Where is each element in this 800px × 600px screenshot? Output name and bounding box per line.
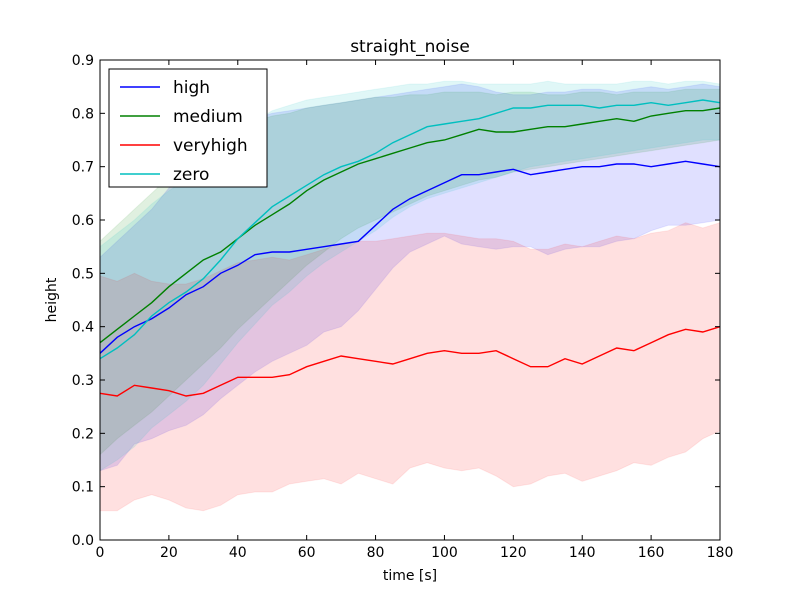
y-tick-label: 0.3 xyxy=(72,373,94,389)
x-axis-ticks: 0 20 40 60 80 100 120 140 160 180 xyxy=(96,60,734,561)
y-axis-ticks: 0.0 0.1 0.2 0.3 0.4 0.5 0.6 0.7 0.8 0.9 xyxy=(72,53,720,549)
y-tick-label: 0.6 xyxy=(72,213,94,229)
y-tick-label: 0.7 xyxy=(72,160,94,176)
series-line-veryhigh xyxy=(99,326,721,397)
x-tick-label: 60 xyxy=(298,545,316,561)
x-tick-label: 180 xyxy=(707,545,734,561)
plot-frame xyxy=(99,59,721,541)
legend-label-zero: zero xyxy=(173,165,209,185)
legend-box xyxy=(108,68,268,188)
y-axis-label: height xyxy=(44,277,60,322)
series-line-zero xyxy=(99,99,721,360)
legend: high medium veryhigh zero xyxy=(108,68,268,188)
y-tick-label: 0.5 xyxy=(72,266,94,282)
x-tick-label: 160 xyxy=(638,545,665,561)
y-tick-label: 0.2 xyxy=(72,426,94,442)
x-tick-label: 100 xyxy=(431,545,458,561)
y-tick-label: 0.9 xyxy=(72,53,94,69)
x-tick-label: 0 xyxy=(96,545,105,561)
series-lines xyxy=(99,99,721,397)
legend-label-medium: medium xyxy=(173,107,243,127)
x-tick-label: 120 xyxy=(500,545,527,561)
y-tick-label: 0.4 xyxy=(72,320,94,336)
y-tick-label: 0.8 xyxy=(72,106,94,122)
x-axis-label: time [s] xyxy=(383,568,437,584)
series-line-medium xyxy=(99,107,721,344)
legend-label-high: high xyxy=(173,78,210,98)
y-tick-label: 0.1 xyxy=(72,480,94,496)
series-line-high xyxy=(99,160,721,354)
x-tick-label: 80 xyxy=(367,545,385,561)
chart-title: straight_noise xyxy=(350,37,470,57)
legend-label-veryhigh: veryhigh xyxy=(173,136,248,156)
x-tick-label: 40 xyxy=(229,545,247,561)
x-tick-label: 140 xyxy=(569,545,596,561)
x-tick-label: 20 xyxy=(160,545,178,561)
y-tick-label: 0.0 xyxy=(72,533,94,549)
